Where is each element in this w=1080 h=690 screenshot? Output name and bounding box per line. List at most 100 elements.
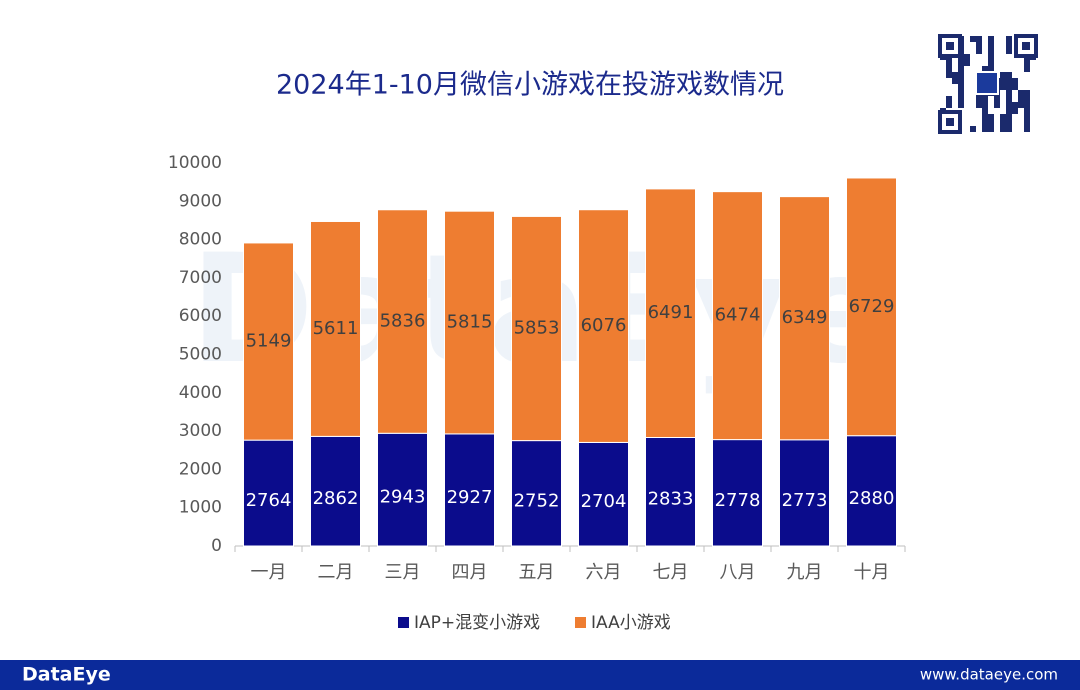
legend-swatch — [398, 617, 409, 628]
y-tick-label: 8000 — [179, 230, 222, 250]
qr-cell — [958, 84, 964, 90]
qr-cell — [1000, 72, 1006, 78]
bar-segment — [310, 435, 361, 547]
qr-cell — [982, 102, 988, 108]
x-tick-label: 五月 — [519, 562, 555, 583]
qr-cell — [988, 120, 994, 126]
x-tick-label: 九月 — [787, 562, 823, 583]
y-tick-label: 7000 — [179, 268, 222, 288]
bar-segment — [846, 435, 897, 547]
y-tick-label: 6000 — [179, 306, 222, 326]
bar-segment — [511, 440, 562, 547]
x-tick-label: 七月 — [653, 562, 689, 583]
legend-label: IAA小游戏 — [591, 613, 671, 633]
data-label: 2752 — [514, 490, 560, 511]
bar-segment — [712, 191, 763, 441]
y-tick-label: 1000 — [179, 498, 222, 518]
qr-cell — [1012, 102, 1018, 108]
x-tick-label: 八月 — [720, 562, 756, 583]
legend-swatch — [575, 617, 586, 628]
qr-cell — [988, 66, 994, 72]
qr-cell — [976, 42, 982, 48]
bar-segment — [511, 215, 562, 442]
qr-cell — [958, 78, 964, 84]
data-label: 2833 — [648, 489, 694, 510]
qr-code — [938, 34, 1038, 134]
bar-segment — [444, 210, 495, 435]
qr-cell — [988, 60, 994, 66]
qr-cell — [1012, 84, 1018, 90]
qr-cell — [946, 102, 952, 108]
qr-finder — [1022, 42, 1030, 50]
qr-cell — [988, 54, 994, 60]
data-label: 6491 — [648, 302, 694, 323]
x-tick-label: 四月 — [452, 562, 488, 583]
y-tick-label: 2000 — [179, 459, 222, 479]
bar-segment — [578, 441, 629, 547]
qr-cell — [1024, 90, 1030, 96]
data-label: 2862 — [313, 488, 359, 509]
qr-cell — [964, 54, 970, 60]
y-tick-label: 3000 — [179, 421, 222, 441]
qr-cell — [1018, 102, 1024, 108]
qr-cell — [982, 126, 988, 132]
bar-segment — [779, 196, 830, 441]
qr-cell — [976, 102, 982, 108]
bar-segment — [243, 242, 294, 441]
qr-cell — [970, 126, 976, 132]
qr-cell — [1006, 72, 1012, 78]
qr-cell — [982, 66, 988, 72]
data-label: 6349 — [782, 307, 828, 328]
qr-cell — [958, 90, 964, 96]
y-tick-label: 10000 — [168, 153, 222, 173]
data-label: 6474 — [715, 305, 761, 326]
footer-url: www.dataeye.com — [920, 666, 1058, 684]
qr-cell — [1006, 90, 1012, 96]
data-label: 2943 — [380, 487, 426, 508]
qr-cell — [970, 36, 976, 42]
qr-cell — [1000, 120, 1006, 126]
bar-segment — [377, 209, 428, 434]
legend-label: IAP+混变小游戏 — [414, 613, 540, 633]
qr-cell — [1006, 48, 1012, 54]
qr-cell — [976, 48, 982, 54]
qr-cell — [1006, 42, 1012, 48]
bar-segment — [645, 436, 696, 547]
qr-cell — [1006, 96, 1012, 102]
data-label: 5853 — [514, 318, 560, 339]
qr-cell — [1000, 114, 1006, 120]
qr-cell — [1006, 36, 1012, 42]
data-label: 2880 — [849, 488, 895, 509]
qr-cell — [958, 66, 964, 72]
qr-finder — [946, 42, 954, 50]
footer-brand: DataEye — [22, 664, 111, 686]
qr-cell — [988, 126, 994, 132]
qr-cell — [1024, 96, 1030, 102]
qr-cell — [1024, 108, 1030, 114]
qr-cell — [1006, 102, 1012, 108]
bar-segment — [846, 177, 897, 437]
data-label: 5149 — [246, 331, 292, 352]
qr-cell — [946, 60, 952, 66]
qr-cell — [982, 108, 988, 114]
qr-cell — [1024, 120, 1030, 126]
chart-title: 2024年1-10月微信小游戏在投游戏数情况 — [276, 70, 784, 101]
qr-cell — [1024, 66, 1030, 72]
data-label: 2773 — [782, 490, 828, 511]
bar-segment — [444, 433, 495, 547]
qr-cell — [1006, 114, 1012, 120]
qr-cell — [952, 78, 958, 84]
x-tick-label: 六月 — [586, 562, 622, 583]
qr-cell — [964, 60, 970, 66]
qr-cell — [946, 66, 952, 72]
qr-cell — [1018, 96, 1024, 102]
qr-cell — [1024, 126, 1030, 132]
qr-cell — [1000, 126, 1006, 132]
qr-cell — [1000, 78, 1006, 84]
qr-cell — [1024, 114, 1030, 120]
x-tick-label: 十月 — [854, 562, 890, 583]
y-tick-label: 0 — [211, 536, 222, 556]
qr-cell — [988, 36, 994, 42]
x-tick-label: 二月 — [318, 562, 354, 583]
